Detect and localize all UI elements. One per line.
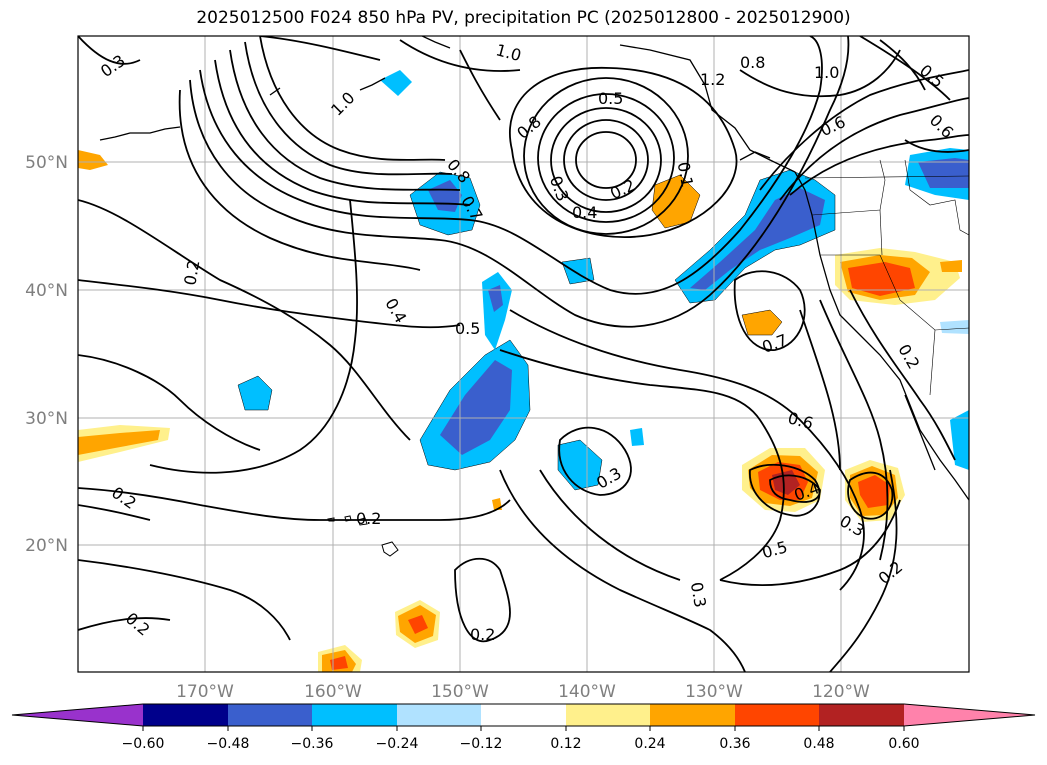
contour-label: 1.2: [700, 70, 725, 89]
contour-label: 0.2: [356, 509, 381, 528]
lon-label: 160°W: [304, 682, 362, 702]
plot-frame: [77, 35, 970, 673]
colorbar-bin: [650, 704, 735, 726]
colorbar-bin: [312, 704, 397, 726]
contour-label: 0.2: [470, 625, 495, 644]
lon-label: 170°W: [176, 682, 234, 702]
political-borders: [804, 159, 969, 396]
contour-label: 0.1: [674, 160, 697, 188]
pv-contours: [78, 36, 969, 672]
contour-label: 0.4: [572, 203, 597, 222]
colorbar-tick: −0.24: [376, 736, 419, 752]
colorbar-tick: 0.60: [888, 736, 919, 752]
lat-label: 40°N: [25, 281, 68, 301]
colorbar-tick: −0.48: [207, 736, 250, 752]
contour-label: 0.5: [455, 319, 480, 338]
lon-label: 140°W: [558, 682, 616, 702]
colorbar-bin: [143, 704, 228, 726]
colorbar-tick: −0.36: [291, 736, 334, 752]
colorbar-tick: 0.24: [634, 736, 665, 752]
colorbar-tick: −0.12: [460, 736, 503, 752]
map-title: 2025012500 F024 850 hPa PV, precipitatio…: [196, 8, 851, 28]
colorbar: −0.60 −0.48 −0.36 −0.24 −0.12 0.12 0.24 …: [11, 703, 1036, 752]
lat-label: 50°N: [25, 153, 68, 173]
lon-label: 120°W: [812, 682, 870, 702]
map-plot-area: 0.3 1.0 1.0 0.8 1.0 0.5 0.6 1.2 0.5 0.8 …: [78, 36, 969, 672]
colorbar-tick: 0.48: [803, 736, 834, 752]
lon-label: 150°W: [431, 682, 489, 702]
contour-label: 0.8: [740, 53, 765, 72]
colorbar-bin: [566, 704, 650, 726]
colorbar-bin: [228, 704, 312, 726]
colorbar-tick: −0.60: [122, 736, 165, 752]
longitude-labels: 170°W 160°W 150°W 140°W 130°W 120°W: [176, 682, 870, 702]
negative-anomaly-shading: [237, 70, 969, 491]
colorbar-bin: [819, 704, 904, 726]
contour-label: 0.3: [687, 581, 710, 609]
colorbar-tick: 0.36: [719, 736, 750, 752]
lat-label: 30°N: [25, 409, 68, 429]
lat-label: 20°N: [25, 536, 68, 556]
coastlines: [99, 36, 969, 501]
colorbar-tick: 0.12: [550, 736, 581, 752]
contour-label: 0.2: [180, 258, 203, 286]
colorbar-extend-low: [12, 704, 143, 726]
lon-label: 130°W: [685, 682, 743, 702]
contour-label: 0.5: [598, 89, 623, 108]
contour-label: 1.0: [814, 63, 839, 82]
colorbar-bin: [735, 704, 819, 726]
latitude-labels: 50°N 40°N 30°N 20°N: [25, 153, 68, 556]
colorbar-bin: [481, 704, 566, 726]
colorbar-bin: [397, 704, 481, 726]
colorbar-extend-high: [904, 704, 1035, 726]
